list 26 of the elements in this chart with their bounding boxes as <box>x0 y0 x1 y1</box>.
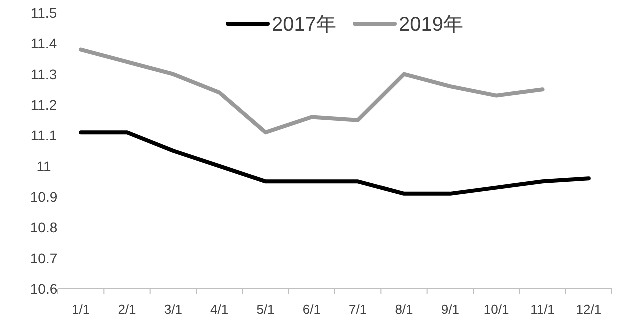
x-tick-label: 2/1 <box>118 302 136 317</box>
legend-label: 2017年 <box>272 14 336 36</box>
y-tick-label: 10.7 <box>30 250 58 266</box>
x-tick-label: 7/1 <box>349 302 368 317</box>
y-tick-label: 11.1 <box>30 128 58 144</box>
x-tick-label: 1/1 <box>72 302 90 317</box>
y-tick-label: 11.2 <box>30 97 58 113</box>
x-tick-label: 5/1 <box>256 302 275 317</box>
legend-label: 2019年 <box>399 14 464 36</box>
x-tick-label: 12/1 <box>576 302 602 317</box>
line-series <box>79 130 591 196</box>
y-tick-label: 11.5 <box>30 5 58 21</box>
y-tick-label: 11 <box>36 158 52 174</box>
y-tick-label: 10.6 <box>30 281 58 297</box>
y-tick-label: 10.9 <box>30 189 58 205</box>
y-tick-label: 10.8 <box>30 220 58 236</box>
x-tick-label: 11/1 <box>530 302 555 317</box>
x-tick-label: 10/1 <box>484 302 510 317</box>
y-tick-label: 11.4 <box>30 36 58 52</box>
line-series <box>79 48 545 135</box>
x-tick-label: 4/1 <box>210 302 229 317</box>
x-tick-label: 8/1 <box>395 302 414 317</box>
x-tick-label: 3/1 <box>164 302 182 317</box>
x-tick-label: 9/1 <box>441 302 460 317</box>
x-tick-label: 6/1 <box>302 302 321 317</box>
y-tick-label: 11.3 <box>30 66 58 82</box>
